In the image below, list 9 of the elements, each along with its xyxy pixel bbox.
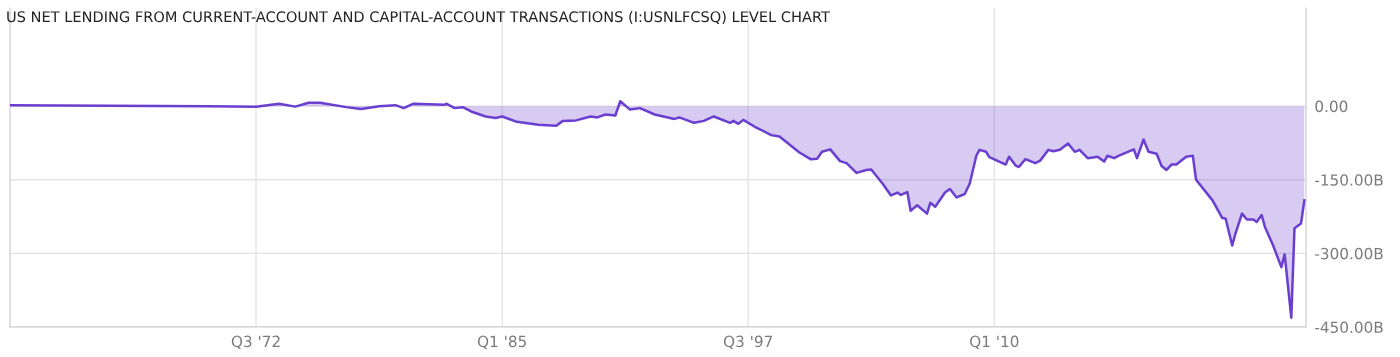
x-tick-label: Q1 '85: [477, 335, 526, 349]
x-tick-label: Q3 '97: [723, 335, 772, 349]
y-tick-label: 0.00: [1315, 100, 1348, 113]
y-tick-label: -150.00B: [1315, 174, 1383, 186]
x-tick-label: Q3 '72: [231, 335, 280, 349]
chart-title: US NET LENDING FROM CURRENT-ACCOUNT AND CAPITAL-ACCOUNT TRANSACTIONS (I:USNLFCSQ) LEVEL CHART: [7, 10, 830, 24]
x-tick-label: Q1 '10: [970, 335, 1019, 349]
y-tick-label: -450.00B: [1315, 321, 1383, 334]
y-tick-label: -300.00B: [1315, 247, 1383, 260]
